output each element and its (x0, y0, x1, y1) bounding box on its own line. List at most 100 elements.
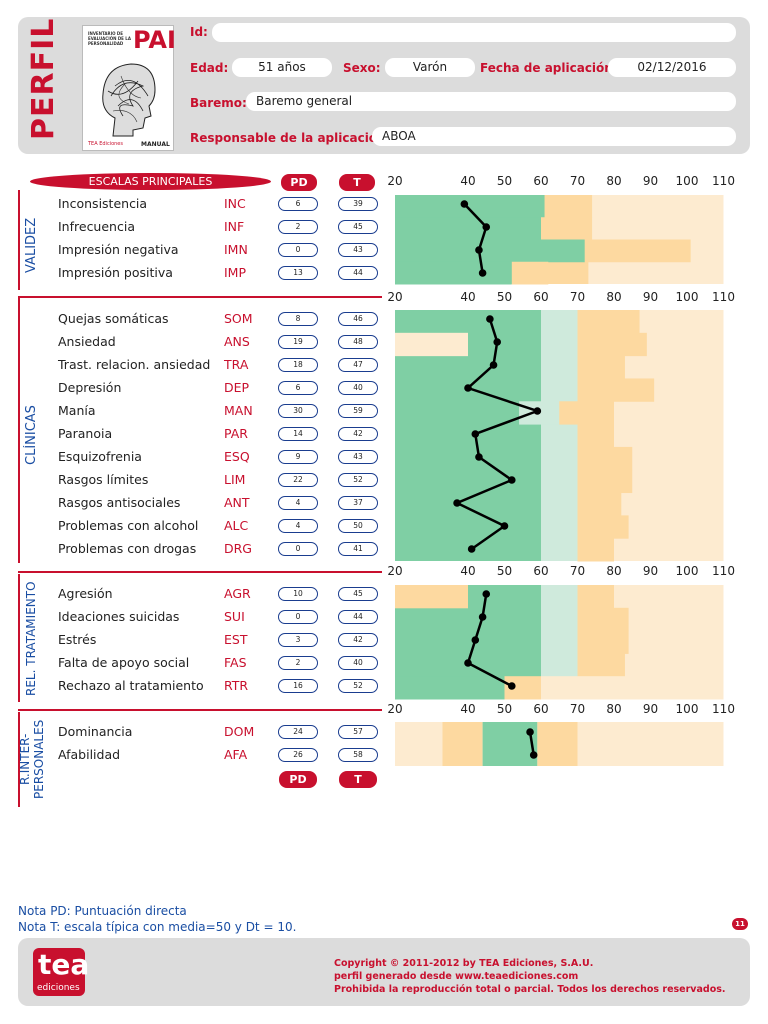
cover-subtitle: INVENTARIO DE EVALUACIÓN DE LA PERSONALI… (88, 31, 131, 46)
band-row-0-1-0 (395, 217, 541, 240)
point-esq (475, 453, 483, 461)
pd-value-man: 30 (278, 404, 318, 418)
t-value-esq: 43 (338, 450, 378, 464)
separator-3 (18, 709, 382, 711)
point-est (471, 636, 480, 644)
scale-name-imp: Impresión positiva (58, 265, 173, 280)
t-value-som: 46 (338, 312, 378, 326)
generated-text: perfil generado desde www.teaediciones.c… (334, 971, 579, 982)
band-row-2-0-1 (577, 585, 611, 609)
edad-label: Edad: (190, 61, 229, 75)
pd-value-rtr: 16 (278, 679, 318, 693)
tratamiento-bar (18, 574, 20, 702)
axis-tick-0-2: 50 (496, 174, 513, 188)
tea-logo: tea ediciones (33, 948, 89, 996)
point-tra (489, 361, 498, 369)
t-value-par: 42 (338, 427, 378, 441)
axis-tick-3-0: 20 (387, 702, 403, 716)
axis-tick-3-6: 90 (642, 702, 659, 716)
t-value-est: 42 (338, 633, 378, 647)
t-value-imp: 44 (338, 266, 378, 280)
scale-abbr-som: SOM (224, 311, 253, 326)
scale-abbr-man: MAN (224, 403, 253, 418)
band-row-1-1-0 (395, 332, 468, 357)
scale-name-man: Manía (58, 403, 96, 418)
cover-publisher: TEA Ediciones (88, 141, 123, 147)
separator-1 (18, 296, 382, 298)
band-3-1 (442, 722, 483, 766)
scale-name-alc: Problemas con alcohol (58, 518, 199, 533)
profile-line-0 (463, 203, 488, 274)
sexo-field[interactable]: Varón (385, 58, 475, 77)
point-som (486, 315, 494, 323)
nota-t: Nota T: escala típica con media=50 y Dt … (18, 920, 297, 934)
scale-name-par: Paranoia (58, 426, 113, 441)
scale-name-dom: Dominancia (58, 724, 133, 739)
point-rtr (508, 682, 516, 690)
t-value-fas: 40 (338, 656, 378, 670)
point-imp (478, 269, 487, 277)
axis-tick-3-8: 110 (712, 702, 735, 716)
scale-name-tra: Trast. relacion. ansiedad (58, 357, 211, 372)
band-row-1-8-0 (577, 492, 622, 516)
axis-tick-1-2: 50 (496, 290, 513, 304)
responsable-field[interactable]: ABOA (372, 127, 736, 146)
point-inf (482, 223, 491, 231)
scale-abbr-alc: ALC (224, 518, 249, 533)
pd-value-som: 8 (278, 312, 318, 326)
scale-abbr-imp: IMP (224, 265, 247, 280)
footer-panel (18, 938, 750, 1006)
scale-abbr-sui: SUI (224, 609, 245, 624)
scale-abbr-est: EST (224, 632, 248, 647)
pd-value-imp: 13 (278, 266, 318, 280)
axis-tick-2-7: 100 (675, 564, 699, 578)
band-row-1-10-0 (577, 538, 614, 562)
axis-tick-1-1: 40 (460, 290, 476, 304)
head-illustration-icon (102, 63, 156, 137)
point-drg (467, 545, 476, 553)
band-3-4 (577, 722, 724, 766)
point-dep (464, 384, 472, 392)
pd-value-fas: 2 (278, 656, 318, 670)
point-alc (500, 522, 509, 530)
cover-title: PAI (133, 26, 176, 54)
id-field[interactable] (212, 23, 736, 42)
point-imn (475, 246, 483, 254)
pd-value-imn: 0 (278, 243, 318, 257)
band-3-0 (395, 722, 443, 766)
scale-abbr-imn: IMN (224, 242, 248, 257)
t-value-sui: 44 (338, 610, 378, 624)
id-label: Id: (190, 25, 208, 39)
point-lim (508, 476, 516, 484)
axis-tick-0-7: 100 (675, 174, 699, 188)
pd-value-alc: 4 (278, 519, 318, 533)
scale-abbr-ant: ANT (224, 495, 250, 510)
scale-name-fas: Falta de apoyo social (58, 655, 190, 670)
scale-abbr-lim: LIM (224, 472, 246, 487)
separator-2 (18, 571, 382, 573)
axis-tick-3-5: 80 (606, 702, 622, 716)
point-ans (493, 338, 502, 346)
axis-tick-0-6: 90 (642, 174, 659, 188)
band-row-1-4-2 (559, 401, 600, 425)
scale-name-afa: Afabilidad (58, 747, 121, 762)
cover-manual: MANUAL (141, 141, 170, 148)
scale-name-imn: Impresión negativa (58, 242, 179, 257)
baremo-label: Baremo: (190, 96, 247, 110)
t-value-imn: 43 (338, 243, 378, 257)
responsable-label: Responsable de la aplicación: (190, 131, 391, 145)
axis-tick-1-8: 110 (712, 290, 735, 304)
band-row-0-1-1 (541, 217, 593, 240)
axis-tick-2-3: 60 (533, 564, 549, 578)
profile-line-3 (528, 731, 535, 756)
interpersonales-bar (18, 712, 20, 807)
t-value-dom: 57 (338, 725, 378, 739)
t-value-lim: 52 (338, 473, 378, 487)
axis-tick-3-7: 100 (675, 702, 699, 716)
band-3-3 (537, 722, 578, 766)
baremo-field[interactable]: Baremo general (246, 92, 736, 111)
band-row-0-2-0 (395, 239, 585, 263)
edad-field[interactable]: 51 años (232, 58, 332, 77)
fecha-field[interactable]: 02/12/2016 (608, 58, 736, 77)
pd-value-drg: 0 (278, 542, 318, 556)
